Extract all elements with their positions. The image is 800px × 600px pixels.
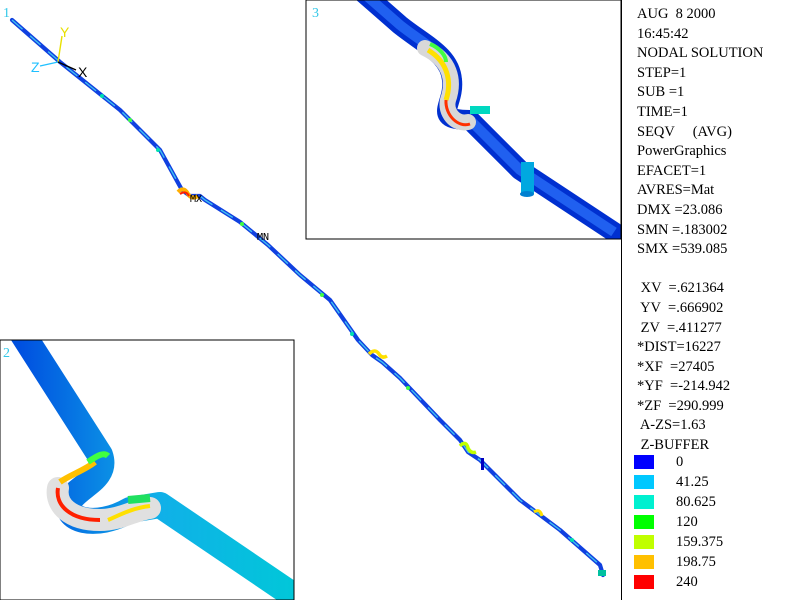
panel-divider xyxy=(621,0,622,600)
legend-swatch xyxy=(634,495,654,509)
legend-entry: 0 xyxy=(634,452,723,472)
info-line: *ZF =290.999 xyxy=(637,397,724,414)
window-1-pipeline: Y Z X MX MN 1 xyxy=(3,6,606,578)
info-line: SEQV (AVG) xyxy=(637,123,732,140)
info-line: SMN =.183002 xyxy=(637,221,728,238)
min-marker: MN xyxy=(257,232,269,243)
triad-y-label: Y xyxy=(60,24,70,40)
info-line: DMX =23.086 xyxy=(637,201,723,218)
legend-swatch xyxy=(634,535,654,549)
window-label-2: 2 xyxy=(3,346,10,361)
info-line: AUG 8 2000 xyxy=(637,6,716,22)
legend-swatch xyxy=(634,475,654,489)
info-line xyxy=(637,260,763,280)
legend-entry: 41.25 xyxy=(634,472,723,492)
legend-value: 41.25 xyxy=(676,473,709,490)
info-line: ZV =.411277 xyxy=(637,319,722,336)
legend-entry: 120 xyxy=(634,512,723,532)
info-line: SUB =1 xyxy=(637,84,685,101)
legend-value: 80.625 xyxy=(676,493,716,510)
info-line: *YF =-214.942 xyxy=(637,378,731,395)
info-line: STEP=1 xyxy=(637,64,687,81)
legend-entry: 198.75 xyxy=(634,552,723,572)
legend-value: 240 xyxy=(676,573,698,590)
info-line: PowerGraphics xyxy=(637,143,727,160)
info-line: TIME=1 xyxy=(637,103,688,120)
legend-value: 120 xyxy=(676,513,698,530)
legend-swatch xyxy=(634,555,654,569)
info-panel: AUG 8 2000 16:45:42 NODAL SOLUTION STEP=1 SU… xyxy=(622,0,800,600)
info-line: Z-BUFFER xyxy=(637,437,710,454)
legend-entry: 159.375 xyxy=(634,532,723,552)
info-line: AVRES=Mat xyxy=(637,182,715,199)
window-2-zoom: 2 xyxy=(0,339,295,600)
legend-swatch xyxy=(634,575,654,589)
stress-spots xyxy=(100,94,606,576)
info-line: *DIST=16227 xyxy=(637,339,721,356)
triad-z-label: Z xyxy=(31,59,40,75)
legend-value: 0 xyxy=(676,453,684,470)
graphics-viewport[interactable]: Y Z X MX MN 1 3 xyxy=(0,0,622,600)
window-label-1: 1 xyxy=(3,6,10,21)
legend-swatch xyxy=(634,515,654,529)
info-line: A-ZS=1.63 xyxy=(637,417,706,434)
legend-entry: 80.625 xyxy=(634,492,723,512)
coordinate-triad: Y Z X xyxy=(31,24,88,80)
legend-value: 198.75 xyxy=(676,553,716,570)
window-label-3: 3 xyxy=(312,6,319,21)
solution-info-list: AUG 8 2000 16:45:42 NODAL SOLUTION STEP=1 SU… xyxy=(637,5,763,456)
triad-x-label: X xyxy=(78,64,88,80)
pipe-stress-plot: Y Z X MX MN 1 3 xyxy=(0,0,622,600)
window-3-zoom: 3 xyxy=(305,0,622,240)
info-line: *XF =27405 xyxy=(637,358,715,375)
info-line: NODAL SOLUTION xyxy=(637,45,764,62)
info-line: SMX =539.085 xyxy=(637,241,728,258)
legend-entry: 240 xyxy=(634,572,723,592)
info-line: EFACET=1 xyxy=(637,162,707,179)
info-line: YV =.666902 xyxy=(637,299,724,316)
legend-swatch xyxy=(634,455,654,469)
max-marker: MX xyxy=(190,194,202,205)
legend-value: 159.375 xyxy=(676,533,724,550)
contour-legend: 0 41.25 80.625 120 159.375 198.75 240 xyxy=(634,452,723,592)
info-line: XV =.621364 xyxy=(637,280,724,297)
info-line: 16:45:42 xyxy=(637,25,689,42)
